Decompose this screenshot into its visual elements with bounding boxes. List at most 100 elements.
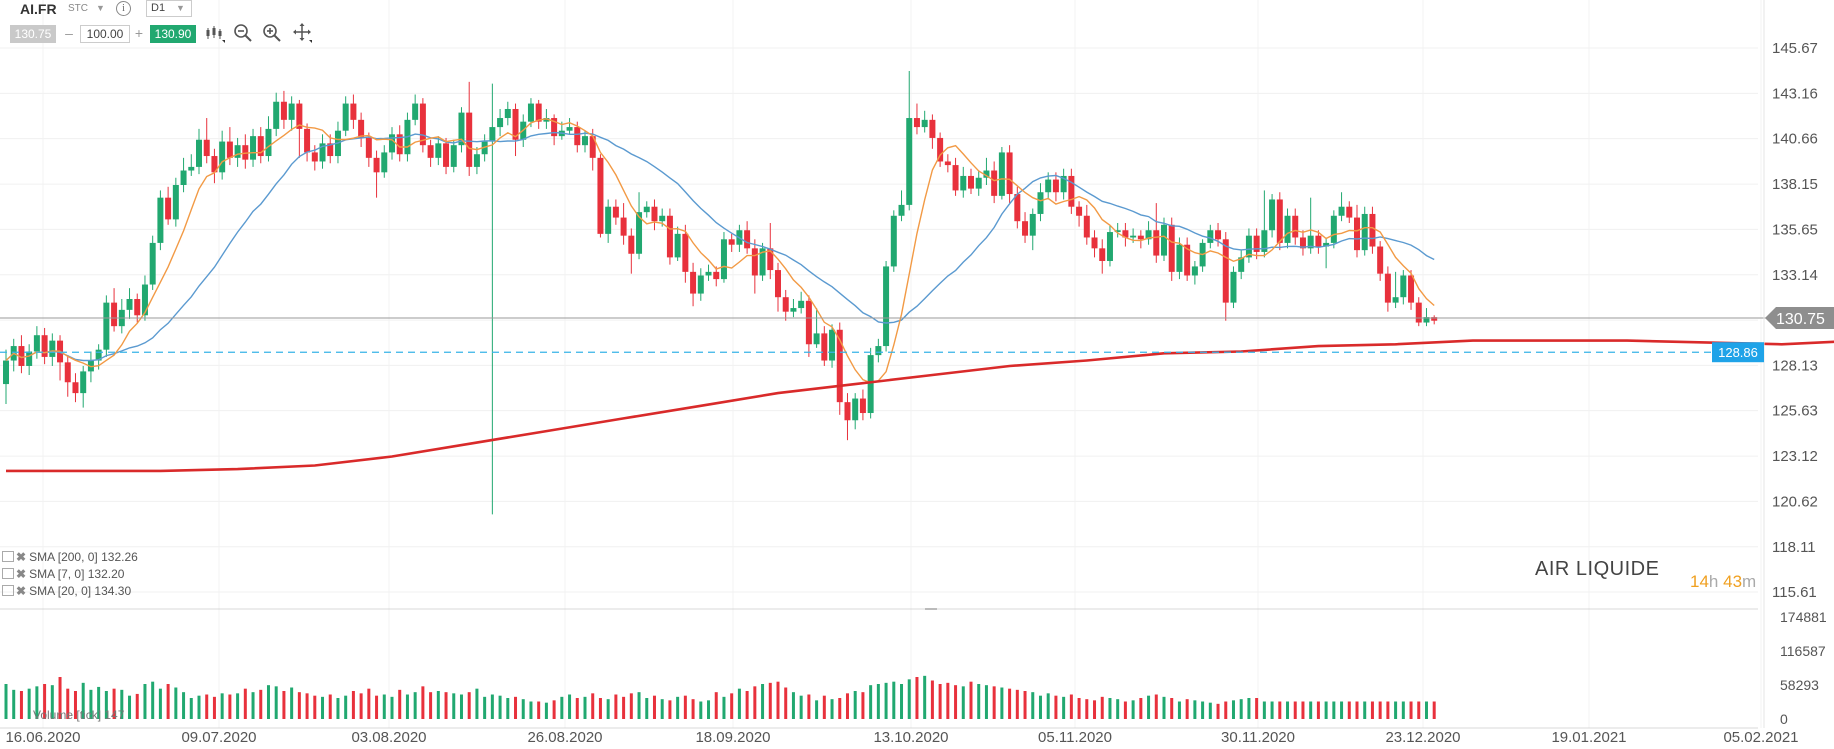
volume-bar (490, 694, 494, 719)
volume-bar (1347, 701, 1351, 719)
x-tick-label: 18.09.2020 (695, 729, 770, 746)
candle-body (1122, 230, 1129, 238)
candle-body (744, 230, 751, 249)
symbol-dropdown-icon[interactable]: ▼ (96, 3, 105, 13)
candle-body (180, 170, 187, 185)
volume-bar (328, 694, 332, 719)
quantity-input[interactable]: 100.00 (80, 25, 130, 43)
volume-bar (166, 684, 170, 719)
volume-bar (791, 692, 795, 719)
volume-bar (1293, 701, 1297, 719)
volume-bar (946, 682, 950, 719)
y-tick-label: 120.62 (1772, 493, 1818, 510)
volume-bar (35, 686, 39, 719)
volume-bar (197, 695, 201, 719)
zoom-out-icon[interactable] (233, 22, 253, 44)
candle-body (280, 101, 287, 120)
volume-bar (707, 700, 711, 719)
volume-bar (1085, 699, 1089, 719)
candle-body (1307, 235, 1314, 249)
candle-body (427, 145, 434, 158)
volume-bar (923, 675, 927, 719)
volume-label: Volume [tick] 147 (33, 708, 125, 722)
volume-bar (1177, 701, 1181, 719)
close-icon[interactable]: ✖ (16, 584, 27, 598)
x-tick-label: 30.11.2020 (1221, 729, 1295, 746)
increase-quantity-button[interactable]: + (134, 25, 144, 41)
legend-sma7[interactable]: ✖ SMA [7, 0] 132.20 (2, 567, 124, 582)
volume-bar (220, 693, 224, 719)
y-tick-label: 123.12 (1772, 448, 1818, 465)
volume-bar (869, 685, 873, 719)
legend-settings-icon[interactable] (2, 551, 14, 562)
candle-body (358, 119, 365, 138)
volume-bar (297, 692, 301, 719)
x-tick-label: 26.08.2020 (527, 729, 602, 746)
candle-body (767, 248, 774, 271)
volume-bar (815, 700, 819, 719)
volume-bar (753, 686, 757, 719)
chart-type-icon[interactable] (205, 22, 225, 44)
candle-body (435, 143, 442, 158)
candle-body (1423, 317, 1430, 323)
crosshair-icon[interactable] (292, 22, 312, 44)
volume-bar (236, 693, 240, 719)
candle-body (1253, 235, 1260, 252)
info-icon[interactable]: i (116, 1, 131, 16)
zoom-in-icon[interactable] (262, 22, 282, 44)
candle-body (906, 118, 913, 205)
volume-bar (120, 689, 124, 719)
timeframe-select[interactable]: D1 (146, 0, 192, 17)
volume-bar (475, 688, 479, 719)
volume-bar (969, 681, 973, 719)
volume-bar (128, 695, 132, 719)
candle-body (126, 299, 133, 310)
volume-bar (1378, 701, 1382, 719)
close-icon[interactable]: ✖ (16, 567, 27, 581)
close-icon[interactable]: ✖ (16, 550, 27, 564)
volume-bar (915, 677, 919, 719)
decrease-quantity-button[interactable]: – (65, 25, 73, 41)
volume-bar (745, 691, 749, 719)
volume-bar (1286, 701, 1290, 719)
candle-body (242, 145, 249, 160)
candle-body (419, 103, 426, 146)
volume-bar (467, 692, 471, 719)
bid-price-button[interactable]: 130.75 (10, 25, 56, 43)
volume-bar (1224, 701, 1228, 719)
volume-bar (521, 699, 525, 719)
candle-body (458, 112, 465, 146)
candle-body (1392, 297, 1399, 303)
legend-settings-icon[interactable] (2, 568, 14, 579)
legend-sma200[interactable]: ✖ SMA [200, 0] 132.26 (2, 550, 138, 565)
chevron-down-icon[interactable]: ▼ (176, 3, 185, 13)
ask-price-button[interactable]: 130.90 (150, 25, 196, 43)
candle-body (211, 156, 218, 173)
candle-body (1431, 317, 1438, 321)
volume-bar (305, 693, 309, 719)
x-tick-label: 16.06.2020 (5, 729, 80, 746)
candle-body (1361, 213, 1368, 251)
legend-sma20[interactable]: ✖ SMA [20, 0] 134.30 (2, 584, 131, 599)
legend-settings-icon[interactable] (2, 585, 14, 596)
candle-body (1114, 230, 1121, 233)
candle-body (1168, 224, 1175, 272)
y-tick-label: 133.14 (1772, 267, 1818, 284)
candle-body (141, 284, 148, 316)
symbol-name[interactable]: AI.FR (20, 1, 57, 17)
volume-bar (699, 701, 703, 719)
candle-body (1191, 266, 1198, 276)
sma20-line (5, 131, 1435, 362)
indicator-lines (0, 118, 1834, 473)
volume-bar (722, 696, 726, 719)
candle-body (751, 248, 758, 276)
volume-bar (1417, 701, 1421, 719)
candle-body (1276, 199, 1283, 243)
volume-bar (4, 684, 8, 719)
volume-bar (954, 685, 958, 719)
instrument-name: AIR LIQUIDE (1535, 558, 1660, 580)
volume-bar (861, 692, 865, 719)
candle-body (111, 302, 118, 327)
